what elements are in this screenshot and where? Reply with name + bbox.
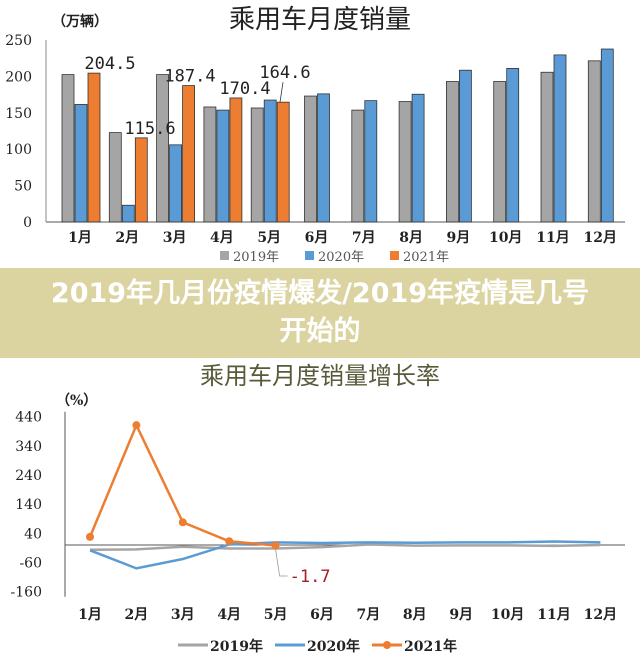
- bar-2020年-4月: [216, 109, 230, 223]
- line-legend-label: 2021年: [404, 638, 457, 655]
- headline-banner: 2019年几月份疫情爆发/2019年疫情是几号开始的: [0, 268, 640, 358]
- line-y-tick: -160: [11, 585, 42, 601]
- bar-x-tick: 8月: [399, 230, 423, 246]
- bar-legend-swatch: [220, 251, 229, 260]
- bar-2021年-2月: [134, 137, 148, 223]
- bar-x-tick: 1月: [68, 230, 92, 246]
- bar-2019年-1月: [61, 74, 75, 223]
- line-point-2021年: [178, 518, 187, 527]
- bar-2019年-3月: [156, 74, 170, 223]
- bar-y-unit: （万辆）: [52, 13, 108, 30]
- bar-x-tick: 4月: [210, 230, 234, 246]
- bar-x-tick: 5月: [257, 230, 281, 246]
- line-x-tick: 7月: [357, 607, 381, 623]
- line-series-2021年: [88, 422, 276, 547]
- bar-2021年-1月: [87, 72, 101, 223]
- line-point-2021年: [225, 537, 234, 546]
- line-legend-label: 2019年: [210, 638, 263, 655]
- bar-x-tick: 10月: [489, 230, 522, 246]
- bar-y-tick: 250: [5, 33, 32, 49]
- bar-y-tick: 0: [23, 215, 32, 231]
- bar-2019年-11月: [540, 71, 554, 223]
- line-x-tick: 8月: [403, 607, 427, 623]
- bar-2019年-6月: [304, 95, 317, 223]
- bar-data-label: 170.4: [219, 79, 270, 99]
- bar-2019年-12月: [587, 60, 601, 223]
- bar-legend-swatch: [305, 251, 314, 260]
- bar-2019年-8月: [398, 101, 412, 223]
- line-x-tick: 2月: [125, 607, 149, 623]
- line-x-tick: 9月: [449, 607, 473, 623]
- bar-data-label: 187.4: [164, 67, 215, 87]
- annotation-leader: [275, 549, 288, 577]
- line-legend-label: 2020年: [307, 638, 360, 655]
- headline-text: 2019年几月份疫情爆发/2019年疫情是几号开始的: [50, 278, 590, 347]
- bar-x-tick: 9月: [447, 230, 471, 246]
- bar-2021年-4月: [229, 97, 243, 223]
- line-y-tick: 240: [15, 468, 42, 484]
- bar-2019年-5月: [250, 107, 264, 223]
- bar-y-tick: 100: [5, 142, 32, 158]
- bar-2019年-7月: [351, 109, 365, 223]
- line-x-tick: 1月: [78, 607, 102, 623]
- line-x-tick: 3月: [171, 607, 195, 623]
- line-y-tick: 440: [15, 410, 42, 426]
- bar-x-tick: 11月: [536, 230, 569, 246]
- bar-data-label: 204.5: [84, 54, 135, 74]
- line-x-tick: 6月: [310, 607, 334, 623]
- line-y-unit: （%）: [56, 393, 97, 409]
- line-chart-title: 乘用车月度销量增长率: [200, 362, 440, 390]
- line-x-tick: 4月: [217, 607, 241, 623]
- bar-2020年-2月: [121, 204, 135, 223]
- line-series-2019年: [89, 543, 601, 551]
- line-x-tick: 5月: [264, 607, 288, 623]
- line-x-tick: 12月: [584, 607, 617, 623]
- bar-y-tick: 150: [5, 106, 32, 122]
- bar-2020年-7月: [364, 100, 378, 223]
- line-y-tick: 40: [24, 526, 42, 542]
- bar-2020年-5月: [263, 99, 277, 223]
- bar-label-leader: [279, 82, 284, 103]
- bar-2019年-10月: [493, 81, 507, 223]
- line-point-2021年: [271, 541, 280, 550]
- bar-2019年-9月: [445, 81, 459, 223]
- bar-2020年-6月: [317, 93, 330, 223]
- line-point-2021年: [86, 532, 94, 541]
- bar-legend-label: 2020年: [318, 250, 364, 265]
- bar-2020年-12月: [600, 48, 614, 223]
- line-annotation: -1.7: [290, 567, 331, 587]
- bar-x-tick: 3月: [163, 230, 187, 246]
- line-series-2020年: [89, 540, 601, 570]
- line-y-tick: -60: [19, 556, 42, 572]
- bar-2019年-4月: [203, 106, 217, 223]
- bar-legend-swatch: [390, 251, 399, 260]
- bar-y-tick: 50: [14, 179, 32, 195]
- bar-x-tick: 12月: [584, 230, 617, 246]
- bar-data-label: 115.6: [124, 119, 175, 139]
- bar-x-tick: 6月: [305, 230, 329, 246]
- bar-2020年-11月: [553, 54, 567, 223]
- line-y-tick: 340: [15, 439, 42, 455]
- line-x-tick: 10月: [491, 607, 524, 623]
- bar-2019年-2月: [108, 132, 122, 223]
- bar-chart-title: 乘用车月度销量: [229, 5, 411, 35]
- bar-2020年-9月: [458, 69, 472, 223]
- line-y-tick: 140: [15, 497, 42, 513]
- bar-y-tick: 200: [5, 69, 32, 85]
- bar-2021年-3月: [182, 85, 196, 223]
- bar-x-tick: 2月: [115, 230, 139, 246]
- bar-x-tick: 7月: [352, 230, 376, 246]
- line-x-tick: 11月: [537, 607, 570, 623]
- bar-2020年-8月: [411, 93, 425, 223]
- bar-legend-label: 2019年: [233, 250, 279, 265]
- bar-data-label: 164.6: [259, 63, 310, 83]
- line-point-2021年: [132, 421, 141, 430]
- bar-2020年-1月: [74, 104, 88, 223]
- bar-legend-label: 2021年: [403, 250, 449, 265]
- line-legend-marker: [383, 641, 391, 649]
- bar-2020年-3月: [169, 144, 183, 223]
- bar-2020年-10月: [506, 67, 520, 223]
- bar-2021年-5月: [276, 101, 290, 223]
